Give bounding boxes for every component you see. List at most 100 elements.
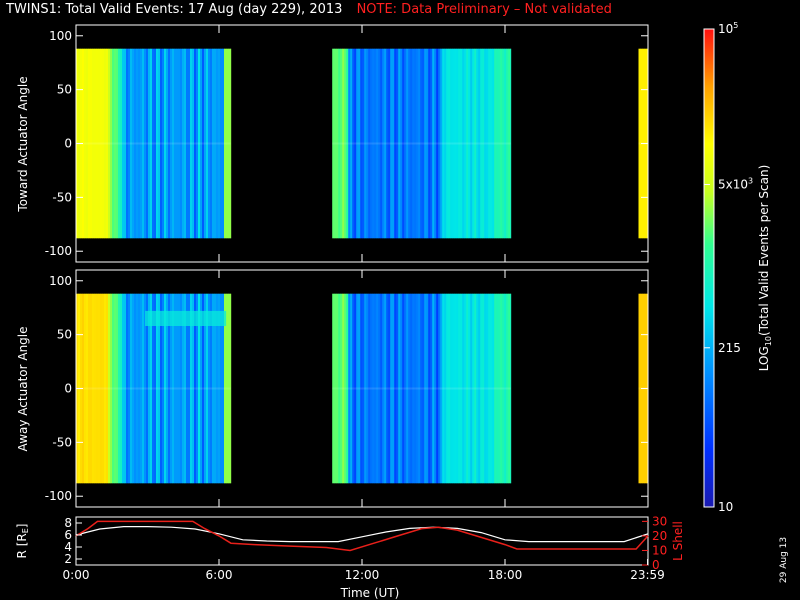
- heatmap-column: [184, 48, 187, 239]
- heatmap-column: [390, 293, 393, 484]
- heatmap-column: [386, 48, 389, 239]
- heatmap-block: [332, 48, 512, 239]
- heatmap-column: [214, 48, 217, 239]
- heatmap-column: [364, 48, 367, 239]
- heatmap-column: [434, 48, 437, 239]
- heatmap-column: [110, 48, 113, 239]
- heatmap-column: [478, 293, 481, 484]
- r-ytick-label: 4: [64, 540, 72, 554]
- heatmap-column: [500, 48, 503, 239]
- heatmap-column: [332, 293, 335, 484]
- heatmap-column: [376, 48, 379, 239]
- ytick-label: 0: [64, 137, 72, 151]
- heatmap-column: [98, 293, 101, 484]
- heatmap-column: [160, 48, 163, 239]
- colorbar-tick-text: 10: [718, 500, 733, 514]
- heatmap-column: [108, 48, 111, 239]
- heatmap-column: [494, 48, 497, 239]
- heatmap-column: [476, 48, 479, 239]
- heatmap-column: [380, 293, 383, 484]
- heatmap-column: [124, 293, 127, 484]
- heatmap-column: [214, 293, 217, 484]
- heatmap-enhancement: [145, 310, 227, 326]
- heatmap-column: [466, 293, 469, 484]
- heatmap-column: [476, 293, 479, 484]
- heatmap-column: [442, 48, 445, 239]
- heatmap-column: [470, 48, 473, 239]
- heatmap-column: [136, 293, 139, 484]
- heatmap-column: [638, 293, 641, 484]
- r-ylabel-text: R [R: [15, 533, 29, 558]
- heatmap-column: [134, 48, 137, 239]
- heatmap-column: [156, 293, 159, 484]
- heatmap-column: [384, 293, 387, 484]
- heatmap-column: [380, 48, 383, 239]
- heatmap-column: [432, 293, 435, 484]
- r-ylabel-close: ]: [15, 524, 29, 529]
- heatmap-column: [356, 48, 359, 239]
- heatmap-column: [412, 293, 415, 484]
- heatmap-column: [486, 293, 489, 484]
- heatmap-column: [182, 293, 185, 484]
- heatmap-column: [386, 293, 389, 484]
- heatmap-column: [458, 48, 461, 239]
- heatmap-column: [414, 293, 417, 484]
- heatmap-column: [424, 48, 427, 239]
- ytick-label: -100: [45, 244, 72, 258]
- heatmap-column: [104, 48, 107, 239]
- heatmap-column: [112, 48, 115, 239]
- heatmap-column: [338, 48, 341, 239]
- heatmap-column: [374, 48, 377, 239]
- heatmap-column: [230, 293, 232, 484]
- heatmap-column: [176, 293, 179, 484]
- heatmap-column: [474, 293, 477, 484]
- heatmap-column: [114, 293, 117, 484]
- heatmap-column: [128, 48, 131, 239]
- heatmap-column: [470, 293, 473, 484]
- heatmap-column: [180, 293, 183, 484]
- heatmap-column: [460, 293, 463, 484]
- zero-angle-band: [332, 142, 511, 145]
- heatmap-column: [198, 293, 201, 484]
- heatmap-column: [458, 293, 461, 484]
- heatmap-column: [488, 48, 491, 239]
- heatmap-column: [510, 293, 512, 484]
- heatmap-column: [464, 48, 467, 239]
- ytick-label: 100: [49, 29, 72, 43]
- heatmap-column: [450, 293, 453, 484]
- heatmap-column: [136, 48, 139, 239]
- heatmap-column: [192, 293, 195, 484]
- heatmap-column: [336, 293, 339, 484]
- heatmap-column: [88, 48, 91, 239]
- heatmap-column: [488, 293, 491, 484]
- heatmap-column: [428, 293, 431, 484]
- heatmap-column: [404, 293, 407, 484]
- heatmap-column: [492, 48, 495, 239]
- side-date: 29 Aug 13: [779, 537, 789, 583]
- heatmap-column: [362, 293, 365, 484]
- heatmap-column: [484, 48, 487, 239]
- heatmap-column: [450, 48, 453, 239]
- heatmap-column: [336, 48, 339, 239]
- heatmap-column: [82, 293, 85, 484]
- heatmap-column: [332, 48, 335, 239]
- heatmap-column: [182, 48, 185, 239]
- heatmap-column: [420, 48, 423, 239]
- heatmap-column: [188, 293, 191, 484]
- ytick-label: 50: [57, 83, 72, 97]
- heatmap-column: [142, 293, 145, 484]
- heatmap-column: [86, 293, 89, 484]
- heatmap-column: [418, 48, 421, 239]
- heatmap-column: [188, 48, 191, 239]
- heatmap-column: [162, 293, 165, 484]
- heatmap-column: [226, 48, 229, 239]
- heatmap-column: [130, 293, 133, 484]
- heatmap-column: [504, 48, 507, 239]
- heatmap-column: [152, 48, 155, 239]
- heatmap-column: [500, 293, 503, 484]
- heatmap-column: [410, 293, 413, 484]
- heatmap-column: [486, 48, 489, 239]
- zero-angle-band: [76, 142, 231, 145]
- heatmap-column: [100, 48, 103, 239]
